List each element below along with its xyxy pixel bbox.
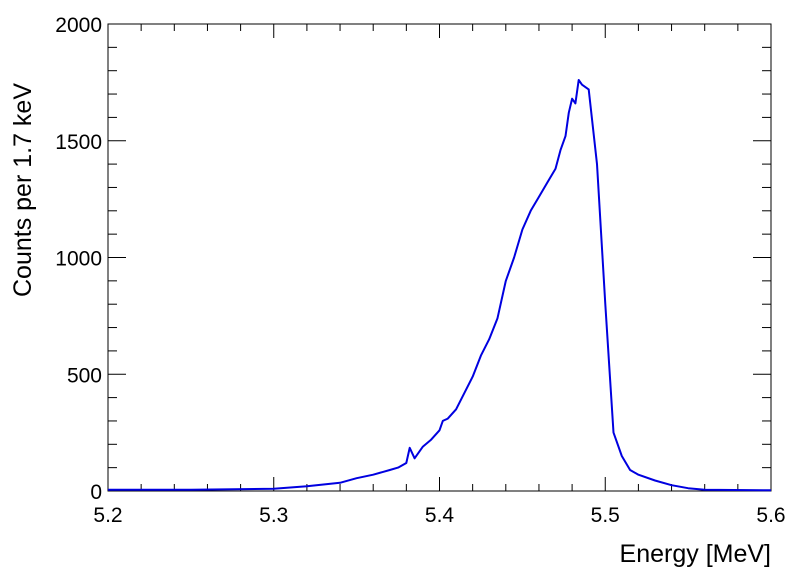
x-tick-label: 5.6 [756, 504, 785, 527]
y-tick-label: 0 [90, 481, 102, 504]
x-tick-label: 5.5 [591, 504, 620, 527]
axis-ticks [107, 23, 772, 492]
y-tick-label: 2000 [55, 14, 102, 37]
y-tick-label: 1000 [55, 248, 102, 271]
x-tick-label: 5.4 [425, 504, 455, 527]
y-tick-label: 500 [67, 364, 102, 387]
tick-labels: 5.2 5.3 5.4 5.5 5.6 0 500 1000 1500 2000 [55, 14, 785, 527]
plot-frame [107, 23, 772, 492]
spectrum-line [108, 79, 772, 492]
x-tick-label: 5.3 [259, 504, 288, 527]
y-axis-title: Counts per 1.7 keV [9, 83, 37, 297]
x-tick-label: 5.2 [93, 504, 122, 527]
y-tick-label: 1500 [55, 131, 102, 154]
x-axis-title: Energy [MeV] [620, 540, 771, 568]
